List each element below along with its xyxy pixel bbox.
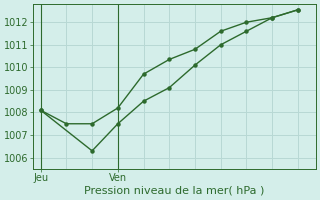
X-axis label: Pression niveau de la mer( hPa ): Pression niveau de la mer( hPa )	[84, 186, 265, 196]
